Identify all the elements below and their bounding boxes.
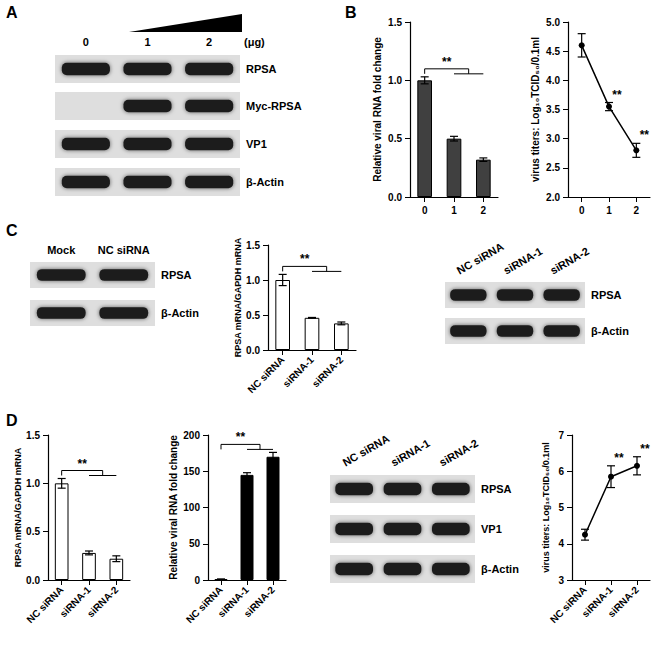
svg-text:Relative viral RNA fold change: Relative viral RNA fold change <box>372 37 383 182</box>
svg-text:siRNA-2: siRNA-2 <box>242 584 278 620</box>
svg-text:0.0: 0.0 <box>388 192 402 203</box>
svg-text:**: ** <box>77 457 87 471</box>
svg-text:β-Actin: β-Actin <box>246 176 284 188</box>
svg-text:1: 1 <box>144 36 150 48</box>
svg-text:1.5: 1.5 <box>246 240 260 251</box>
svg-text:1: 1 <box>606 205 612 216</box>
svg-text:NC siRNA: NC siRNA <box>245 354 286 395</box>
svg-text:siRNA-1: siRNA-1 <box>215 584 251 620</box>
svg-text:C: C <box>6 222 18 239</box>
svg-text:1.0: 1.0 <box>388 75 402 86</box>
svg-text:**: ** <box>442 55 452 69</box>
svg-text:NC siRNA: NC siRNA <box>24 584 65 625</box>
svg-text:VP1: VP1 <box>481 523 502 535</box>
svg-text:siRNA-1: siRNA-1 <box>57 584 93 620</box>
svg-text:1.0: 1.0 <box>246 275 260 286</box>
svg-text:Mock: Mock <box>47 244 76 256</box>
svg-text:Myc-RPSA: Myc-RPSA <box>246 100 302 112</box>
svg-text:4.0: 4.0 <box>546 75 560 86</box>
svg-text:β-Actin: β-Actin <box>591 325 629 337</box>
svg-text:siRNA-1: siRNA-1 <box>501 245 544 277</box>
svg-text:RPSA: RPSA <box>161 269 192 281</box>
svg-text:siRNA-2: siRNA-2 <box>310 354 346 390</box>
svg-text:0.5: 0.5 <box>26 526 40 537</box>
svg-text:5: 5 <box>558 502 564 513</box>
svg-text:0: 0 <box>422 205 428 216</box>
svg-text:β-Actin: β-Actin <box>161 307 199 319</box>
svg-text:β-Actin: β-Actin <box>481 563 519 575</box>
svg-text:3.5: 3.5 <box>546 104 560 115</box>
svg-text:VP1: VP1 <box>246 138 267 150</box>
svg-text:siRNA-1: siRNA-1 <box>579 584 615 620</box>
svg-text:2: 2 <box>634 205 640 216</box>
svg-text:2.5: 2.5 <box>546 162 560 173</box>
svg-text:1.5: 1.5 <box>26 430 40 441</box>
svg-text:virus titers: Log₁₀TCID₅₀/0.1m: virus titers: Log₁₀TCID₅₀/0.1ml <box>541 442 551 572</box>
svg-text:0: 0 <box>194 575 200 586</box>
svg-text:NC siRNA: NC siRNA <box>184 584 225 625</box>
svg-text:50: 50 <box>189 538 201 549</box>
svg-text:2: 2 <box>481 205 487 216</box>
svg-text:2.0: 2.0 <box>546 192 560 203</box>
svg-text:B: B <box>345 4 357 21</box>
svg-text:200: 200 <box>183 430 200 441</box>
svg-text:virus titers: Log₁₀TCID₅₀/0.1m: virus titers: Log₁₀TCID₅₀/0.1ml <box>530 37 541 182</box>
svg-text:NC siRNA: NC siRNA <box>98 244 150 256</box>
svg-text:4.5: 4.5 <box>546 46 560 57</box>
svg-text:NC siRNA: NC siRNA <box>340 432 391 468</box>
svg-text:siRNA-2: siRNA-2 <box>437 437 480 469</box>
svg-text:5.0: 5.0 <box>546 17 560 28</box>
svg-text:1: 1 <box>451 205 457 216</box>
svg-text:**: ** <box>640 442 650 456</box>
svg-text:**: ** <box>640 128 650 142</box>
svg-text:NC siRNA: NC siRNA <box>548 584 589 625</box>
svg-text:A: A <box>6 4 18 21</box>
svg-text:**: ** <box>300 252 310 266</box>
svg-text:3: 3 <box>558 575 564 586</box>
svg-text:7: 7 <box>558 430 564 441</box>
svg-text:siRNA-2: siRNA-2 <box>548 245 591 277</box>
svg-text:0.5: 0.5 <box>388 133 402 144</box>
svg-text:0: 0 <box>83 36 89 48</box>
svg-text:4: 4 <box>558 538 564 549</box>
svg-text:1.0: 1.0 <box>26 478 40 489</box>
svg-text:0.5: 0.5 <box>246 310 260 321</box>
svg-text:RPSA mRNA/GAPDH mRNA: RPSA mRNA/GAPDH mRNA <box>233 237 243 357</box>
svg-text:0.0: 0.0 <box>26 575 40 586</box>
svg-text:(μg): (μg) <box>244 36 265 48</box>
svg-text:RPSA: RPSA <box>481 483 512 495</box>
svg-text:RPSA: RPSA <box>591 289 622 301</box>
svg-text:D: D <box>6 412 18 429</box>
svg-text:NC siRNA: NC siRNA <box>455 240 506 276</box>
svg-text:Relative viral RNA fold change: Relative viral RNA fold change <box>168 435 179 580</box>
svg-text:2: 2 <box>206 36 212 48</box>
svg-text:0: 0 <box>579 205 585 216</box>
svg-text:RPSA mRNA/GAPDH mRNA: RPSA mRNA/GAPDH mRNA <box>13 447 23 567</box>
svg-text:siRNA-2: siRNA-2 <box>85 584 121 620</box>
svg-text:1.5: 1.5 <box>388 17 402 28</box>
svg-text:150: 150 <box>183 466 200 477</box>
svg-text:**: ** <box>614 451 624 465</box>
svg-text:siRNA-2: siRNA-2 <box>606 584 642 620</box>
svg-text:100: 100 <box>183 502 200 513</box>
svg-text:**: ** <box>236 430 246 444</box>
svg-text:0.0: 0.0 <box>246 345 260 356</box>
svg-text:siRNA-1: siRNA-1 <box>281 354 317 390</box>
svg-text:RPSA: RPSA <box>246 63 277 75</box>
svg-text:**: ** <box>612 88 622 102</box>
svg-text:6: 6 <box>558 466 564 477</box>
svg-text:3.0: 3.0 <box>546 133 560 144</box>
svg-text:siRNA-1: siRNA-1 <box>389 437 432 469</box>
